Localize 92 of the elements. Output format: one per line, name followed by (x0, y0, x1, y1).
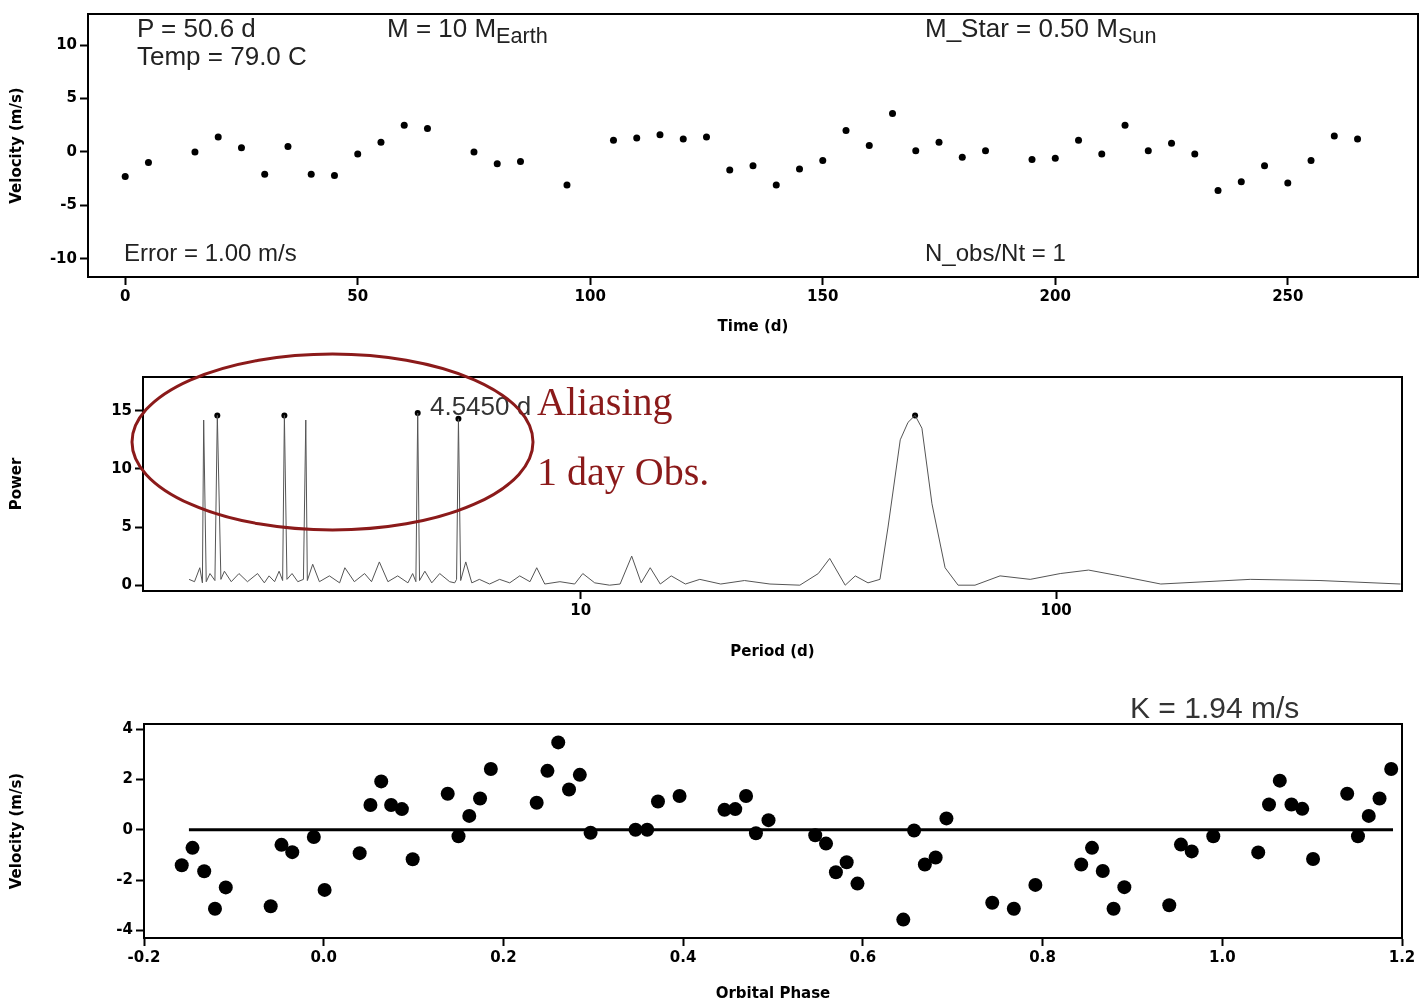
y-tick-label: 4 (122, 718, 133, 737)
point (354, 150, 362, 158)
annotation: 1 day Obs. (537, 449, 710, 494)
point (1330, 132, 1338, 140)
y-tick-label: 15 (111, 400, 132, 419)
y-tick-label: 5 (66, 88, 77, 107)
point (889, 109, 897, 117)
point (1168, 139, 1176, 147)
x-tick-label: 0.0 (310, 947, 337, 966)
y-tick-label: 5 (121, 516, 132, 535)
point (842, 127, 850, 135)
point (284, 143, 292, 151)
annotation: P = 50.6 d (137, 13, 256, 43)
point (1191, 150, 1199, 158)
annotation: M = 10 M$_{Earth}$ (387, 13, 548, 49)
point (772, 181, 780, 189)
point (656, 131, 664, 139)
x-tick-label: 0.4 (669, 947, 697, 966)
x-tick-label: 0.8 (1029, 947, 1056, 966)
point (609, 136, 617, 144)
y-axis-title: Velocity (m/s) (6, 87, 25, 204)
point (1121, 121, 1129, 129)
x-tick-label: 0.6 (849, 947, 877, 966)
x-tick-label: 50 (347, 286, 369, 305)
point (1144, 147, 1152, 155)
point (958, 153, 966, 161)
point (563, 181, 571, 189)
point (423, 124, 431, 132)
point (1214, 186, 1222, 194)
point (679, 135, 687, 143)
annotation: N_obs/Nt = 1 (925, 239, 1066, 267)
y-tick-label: -4 (116, 920, 133, 939)
y-tick-label: 0 (66, 141, 77, 160)
point (1237, 178, 1245, 186)
x-axis-title: Time (d) (717, 316, 789, 335)
point (144, 159, 152, 167)
point (516, 158, 524, 166)
x-tick-label: 250 (1272, 286, 1304, 305)
annotation: Error = 1.00 m/s (124, 239, 297, 267)
point (703, 133, 710, 141)
y-tick-label: -5 (60, 195, 77, 214)
annotation: K = 1.94 m/s (1130, 691, 1300, 724)
point (1354, 135, 1362, 143)
x-tick-label: 1.0 (1209, 947, 1236, 966)
annotation: M_Star = 0.50 M$_{Sun}$ (925, 13, 1157, 49)
point (749, 162, 757, 170)
point (261, 170, 269, 178)
x-tick-label: 100 (574, 286, 606, 305)
point (493, 160, 501, 168)
y-tick-label: 0 (122, 819, 133, 838)
point (400, 121, 408, 129)
point (1261, 162, 1269, 170)
point (726, 166, 734, 174)
x-tick-label: 100 (1040, 600, 1072, 619)
y-axis-title: Power (6, 457, 25, 511)
y-tick-label: 10 (111, 458, 132, 477)
point (191, 148, 199, 156)
point (470, 148, 478, 156)
point (912, 147, 920, 155)
point (633, 134, 641, 142)
point (1075, 136, 1083, 144)
y-tick-label: -10 (49, 248, 77, 267)
annotation: Temp = 79.0 C (137, 41, 307, 71)
point (307, 170, 315, 178)
x-tick-label: 150 (807, 286, 839, 305)
point (237, 144, 245, 152)
y-tick-label: 10 (56, 34, 77, 53)
point (330, 171, 338, 179)
point (214, 133, 222, 141)
x-tick-label: -0.2 (127, 947, 161, 966)
annotation: Aliasing (537, 379, 673, 424)
point (865, 142, 873, 149)
y-tick-label: -2 (116, 869, 133, 888)
y-tick-label: 0 (121, 575, 132, 594)
point (1098, 150, 1106, 158)
point (121, 173, 129, 180)
point (819, 156, 827, 164)
x-tick-label: 1.2 (1388, 947, 1416, 966)
x-axis-title: Period (d) (730, 641, 815, 660)
x-axis-title: Orbital Phase (715, 983, 831, 1002)
point (935, 138, 943, 146)
y-axis-title: Velocity (m/s) (6, 772, 25, 890)
y-tick-label: 2 (122, 769, 133, 788)
point (982, 147, 990, 155)
point (377, 138, 385, 146)
point (1051, 154, 1059, 162)
x-tick-label: 0.2 (490, 947, 517, 966)
point (1028, 155, 1036, 163)
point (1307, 156, 1315, 164)
point (796, 165, 803, 173)
point (1284, 179, 1292, 187)
x-tick-label: 200 (1039, 286, 1071, 305)
